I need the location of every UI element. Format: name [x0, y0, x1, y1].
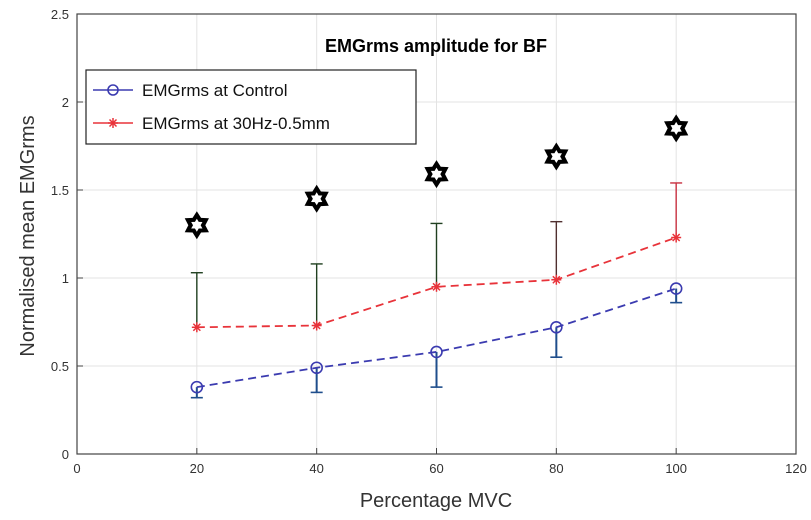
six-point-star-icon	[424, 160, 449, 189]
x-tick-label: 60	[429, 461, 443, 476]
x-tick-label: 0	[73, 461, 80, 476]
y-tick-label: 2	[62, 95, 69, 110]
x-axis-label: Percentage MVC	[360, 490, 512, 512]
x-tick-label: 100	[665, 461, 687, 476]
x-tick-label: 20	[190, 461, 204, 476]
point-control	[669, 282, 683, 295]
point-control	[430, 345, 443, 359]
y-tick-label: 2.5	[51, 7, 69, 22]
point-stim	[191, 322, 202, 333]
y-tick-label: 1.5	[51, 183, 69, 198]
tick-labels: 0 20 40 60 80 100 120 0 0.5 1 1.5 2 2.5	[51, 7, 807, 476]
point-control	[190, 380, 204, 394]
point-stim	[551, 274, 562, 285]
axes	[76, 13, 797, 455]
chart-title: EMGrms amplitude for BF	[325, 36, 547, 56]
legend-box	[85, 69, 417, 145]
series-line-control	[196, 287, 677, 389]
x-tick-label: 80	[549, 461, 563, 476]
legend-marker-control	[107, 84, 119, 96]
point-stim	[671, 232, 682, 243]
significance-markers	[184, 114, 689, 240]
legend-label-stim: EMGrms at 30Hz-0.5mm	[142, 114, 330, 133]
x-tick-label: 120	[785, 461, 807, 476]
series-line-stim	[196, 236, 677, 329]
y-tick-label: 1	[62, 271, 69, 286]
point-control	[550, 320, 563, 334]
series-layer	[190, 182, 683, 399]
x-tick-label: 40	[309, 461, 323, 476]
point-stim	[431, 281, 442, 292]
legend-marker-stim	[108, 118, 118, 128]
y-tick-label: 0	[62, 447, 69, 462]
y-tick-label: 0.5	[51, 359, 69, 374]
point-control	[310, 361, 323, 375]
y-axis-label: Normalised mean EMGrms	[17, 115, 39, 356]
six-point-star-icon	[304, 184, 329, 213]
six-point-star-icon	[184, 211, 209, 240]
legend: EMGrms at Control EMGrms at 30Hz-0.5mm	[85, 69, 417, 145]
six-point-star-icon	[664, 114, 689, 143]
legend-label-control: EMGrms at Control	[142, 81, 287, 100]
point-stim	[311, 320, 322, 331]
six-point-star-icon	[544, 142, 569, 171]
